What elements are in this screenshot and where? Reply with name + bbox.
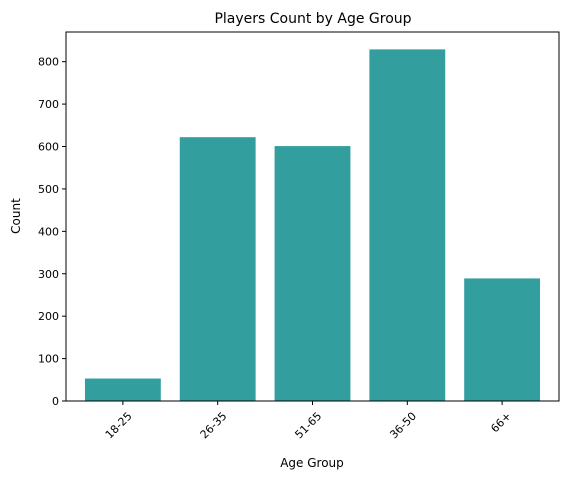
- x-tick-label: 51-65: [292, 410, 324, 442]
- x-tick-label: 36-50: [387, 410, 419, 442]
- y-tick-label: 500: [38, 183, 59, 196]
- y-tick-label: 300: [38, 268, 59, 281]
- y-tick-label: 700: [38, 98, 59, 111]
- bars-group: [84, 49, 541, 402]
- bar-26-35: [179, 137, 256, 401]
- chart-title: Players Count by Age Group: [214, 11, 411, 27]
- x-tick-label: 66+: [488, 410, 514, 436]
- bar-66+: [464, 278, 541, 401]
- y-tick-label: 200: [38, 310, 59, 323]
- x-tick-label: 18-25: [103, 410, 135, 442]
- bar-18-25: [84, 378, 161, 401]
- x-tick-label: 26-35: [198, 410, 230, 442]
- y-axis: 0 100 200 300 400 500 600 700 800: [38, 56, 66, 408]
- x-axis-label: Age Group: [280, 456, 344, 470]
- y-tick-label: 400: [38, 225, 59, 238]
- y-tick-label: 100: [38, 353, 59, 366]
- y-tick-label: 600: [38, 141, 59, 154]
- y-tick-label: 800: [38, 56, 59, 69]
- bar-51-65: [274, 146, 351, 401]
- y-tick-label: 0: [52, 395, 59, 408]
- x-axis: 18-25 26-35 51-65 36-50 66+: [103, 401, 514, 441]
- y-axis-label: Count: [9, 198, 23, 234]
- bar-36-50: [369, 49, 446, 402]
